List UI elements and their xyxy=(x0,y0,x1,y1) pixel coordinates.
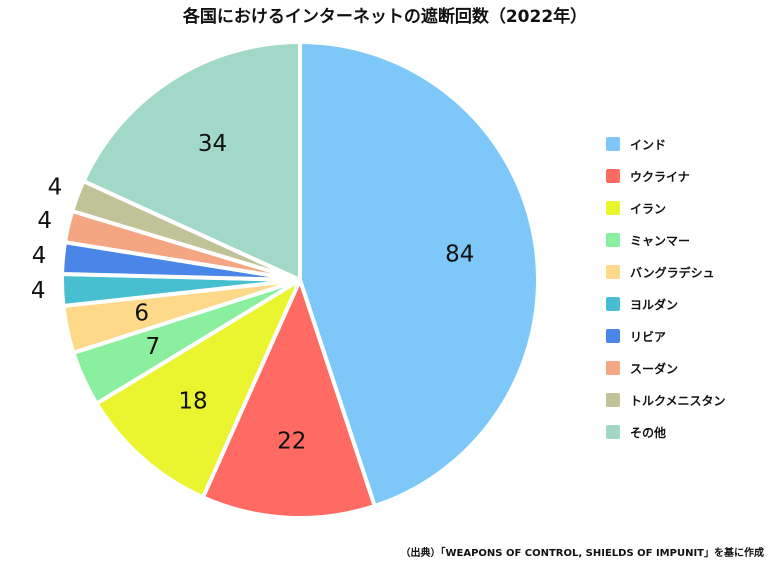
slice-value-label: 7 xyxy=(145,334,160,360)
legend-swatch xyxy=(606,297,620,311)
source-note: （出典）「WEAPONS OF CONTROL, SHIELDS OF IMPU… xyxy=(400,548,764,559)
slice-value-label: 4 xyxy=(48,174,63,200)
legend-item: その他 xyxy=(606,416,726,448)
legend-label: その他 xyxy=(630,425,667,440)
pie-slice-10 xyxy=(81,40,302,282)
legend-item: スーダン xyxy=(606,352,726,384)
slice-value-label: 4 xyxy=(32,243,47,269)
legend-item: リビア xyxy=(606,320,726,352)
legend-item: ウクライナ xyxy=(606,160,726,192)
legend-item: インド xyxy=(606,128,726,160)
legend-label: リビア xyxy=(630,329,667,344)
legend-swatch xyxy=(606,329,620,343)
legend-item: ミャンマー xyxy=(606,224,726,256)
pie-slice-3 xyxy=(94,278,302,500)
legend-swatch xyxy=(606,393,620,407)
legend-label: ヨルダン xyxy=(630,297,679,312)
legend-swatch xyxy=(606,201,620,215)
pie-slice-1 xyxy=(298,40,540,508)
legend-item: ヨルダン xyxy=(606,288,726,320)
legend-label: イラン xyxy=(630,201,667,216)
slice-value-label: 84 xyxy=(445,241,474,267)
legend-label: トルクメニスタン xyxy=(630,393,726,408)
legend-label: ウクライナ xyxy=(630,169,690,184)
slice-value-label: 6 xyxy=(134,301,149,327)
legend-item: バングラデシュ xyxy=(606,256,726,288)
legend-swatch xyxy=(606,361,620,375)
legend-label: バングラデシュ xyxy=(630,265,715,280)
pie-slice-2 xyxy=(200,278,377,521)
chart-title: 各国におけるインターネットの遮断回数（2022年） xyxy=(182,7,588,27)
legend-swatch xyxy=(606,233,620,247)
legend-label: インド xyxy=(630,137,667,152)
legend-item: イラン xyxy=(606,192,726,224)
legend-swatch xyxy=(606,169,620,183)
legend-swatch xyxy=(606,425,620,439)
slice-value-label: 34 xyxy=(198,131,227,157)
legend: インドウクライナイランミャンマーバングラデシュ ヨルダンリビアスーダントルクメニス… xyxy=(606,128,726,448)
slice-value-label: 18 xyxy=(178,388,207,414)
slice-value-label: 4 xyxy=(37,208,52,234)
slice-value-label: 22 xyxy=(277,429,306,455)
legend-item: トルクメニスタン xyxy=(606,384,726,416)
legend-label: ミャンマー xyxy=(630,233,691,248)
legend-swatch xyxy=(606,265,620,279)
slice-value-label: 4 xyxy=(31,278,46,304)
legend-label: スーダン xyxy=(630,361,679,376)
legend-swatch xyxy=(606,137,620,151)
